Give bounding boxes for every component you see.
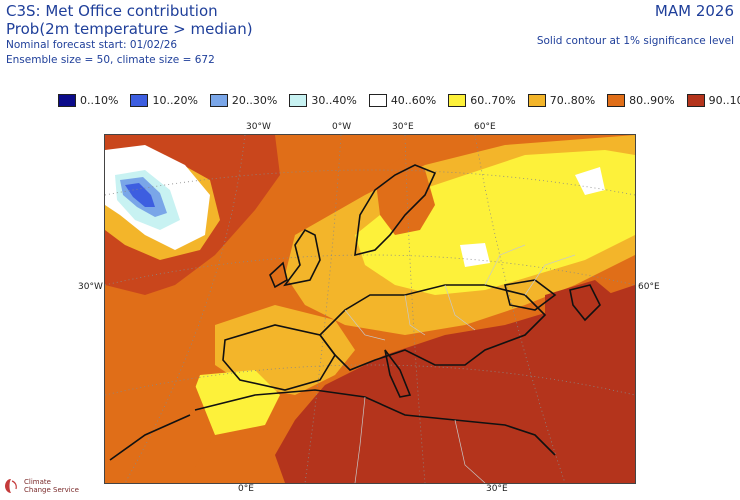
coastlines [109,164,601,461]
coastline-scandinavia [354,164,437,257]
copernicus-logo: Climate Change Service [4,472,94,500]
graticule-line [474,135,566,483]
legend-label: 90..100% [708,93,740,107]
legend-swatch [686,93,705,107]
map-region-40-60-east-1 [460,243,490,267]
lon-label-top: 30°E [392,122,414,132]
legend-swatch [58,93,76,107]
legend-item: 20..30% [209,93,278,107]
probability-map [104,134,636,484]
graticule-line [304,135,342,483]
legend-item: 80..90% [607,93,675,107]
border-line [524,254,576,296]
lon-label-bottom: 30°E [486,484,508,494]
legend-label: 10..20% [152,93,198,107]
map-region-60-70-nw-africa [185,370,280,435]
country-borders [344,244,576,483]
climate-logo-icon [5,479,17,493]
legend-label: 70..80% [549,93,596,107]
map-subtitle: Prob(2m temperature > median) [6,20,253,38]
lon-label-top: 30°W [246,122,271,132]
legend-item: 30..40% [289,93,357,107]
map-region-80-90-west-africa [105,385,215,483]
season-label: MAM 2026 [654,2,734,20]
lat-label-left: 30°W [78,282,103,292]
graticule-line [124,135,246,483]
border-line [344,309,386,341]
legend-item: 0..10% [58,93,119,107]
graticule-line [404,135,426,483]
legend-label: 0..10% [80,93,119,107]
map-region-10-20 [125,183,155,207]
coastline-black-sea [504,279,557,311]
header-block: C3S: Met Office contribution Prob(2m tem… [6,2,253,68]
legend-label: 80..90% [629,93,675,107]
map-region-40-60-east-2 [575,167,605,195]
legend-label: 60..70% [470,93,516,107]
legend-item: 90..100% [686,93,740,107]
legend-swatch [527,93,546,107]
map-region-80-90-scandinavia [375,155,435,235]
coastline-ireland [269,261,288,289]
border-line [404,294,426,336]
legend-label: 30..40% [311,93,357,107]
graticule [105,135,635,483]
ensemble-size-text: Ensemble size = 50, climate size = 672 [6,54,215,66]
coastline-iberia [222,324,336,391]
forecast-start-text: Nominal forecast start: 01/02/26 [6,39,178,51]
border-line [484,244,526,286]
coastline-north-africa [194,389,556,456]
legend-item: 10..20% [130,93,198,107]
border-line [454,419,486,483]
legend-label: 40..60% [390,93,437,107]
lon-label-top: 60°E [474,122,496,132]
map-region-60-70-east-europe [355,150,635,295]
legend-swatch [289,93,308,107]
logo-line-2: Change Service [24,486,79,494]
border-line [354,396,366,483]
map-canvas [105,135,635,483]
lat-label-right: 60°E [638,282,660,292]
legend-swatch [209,93,228,107]
coastline-caspian [569,284,601,322]
logo-line-1: Climate [24,478,51,486]
legend-item: 40..60% [368,93,437,107]
legend-swatch [607,93,626,107]
coastline-west-africa [109,414,191,461]
legend-label: 20..30% [231,93,278,107]
legend-swatch [448,93,467,107]
legend-swatch [368,93,387,107]
coastline-europe-south [318,284,547,371]
border-line [444,284,476,331]
legend-item: 60..70% [448,93,516,107]
coastline-britain [283,228,321,287]
lon-label-top: 0°W [332,122,352,132]
significance-note: Solid contour at 1% significance level [536,35,734,47]
legend-item: 70..80% [527,93,596,107]
coastline-italy [384,349,412,398]
lon-label-bottom: 0°E [238,484,254,494]
legend-swatch [130,93,149,107]
header-right-block: MAM 2026 Solid contour at 1% significanc… [537,2,734,48]
legend: 0..10% 10..20% 20..30% 30..40% 40..60% 6… [58,92,740,108]
map-title: C3S: Met Office contribution [6,2,218,20]
logo-text: Climate Change Service [24,478,79,494]
